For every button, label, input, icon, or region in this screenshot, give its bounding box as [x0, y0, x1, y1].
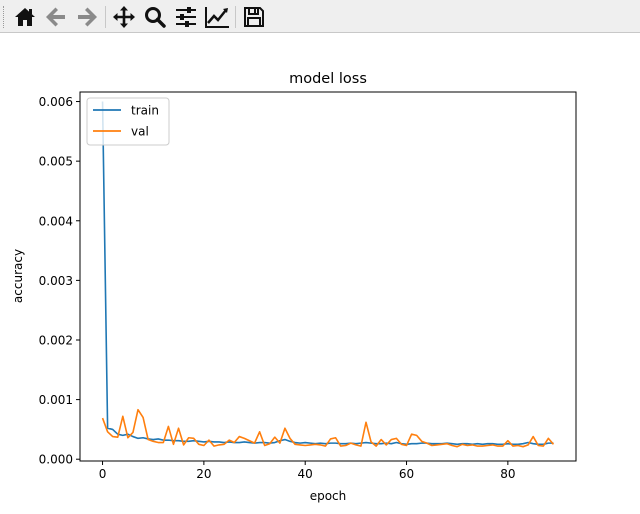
- y-tick-label: 0.001: [39, 393, 73, 407]
- back-icon: [46, 7, 65, 27]
- x-tick-label: 40: [298, 467, 313, 481]
- configure-subplots-button[interactable]: [172, 3, 200, 31]
- y-tick-label: 0.000: [39, 453, 73, 467]
- series-layer: [101, 101, 555, 448]
- zoom-button[interactable]: [141, 3, 169, 31]
- y-tick-label: 0.003: [39, 274, 73, 288]
- home-icon: [15, 8, 35, 26]
- legend: train val: [86, 97, 170, 146]
- x-axis-ticks: 0 20 40 60 80: [99, 461, 515, 481]
- home-button[interactable]: [11, 3, 39, 31]
- x-axis-label: epoch: [310, 489, 347, 503]
- zoom-icon: [145, 7, 166, 28]
- pan-button[interactable]: [110, 3, 138, 31]
- edit-axis-button[interactable]: [203, 3, 231, 31]
- save-icon: [244, 7, 264, 27]
- y-axis-ticks: 0.000 0.001 0.002 0.003 0.004 0.005 0.006: [39, 95, 80, 467]
- axes-frame: [79, 91, 577, 462]
- x-tick-label: 80: [500, 467, 515, 481]
- toolbar-separator: [235, 6, 236, 28]
- legend-label-train: train: [131, 104, 159, 118]
- series-line-val: [101, 408, 555, 448]
- y-tick-label: 0.004: [39, 214, 73, 228]
- legend-label-val: val: [131, 125, 149, 139]
- edit-axis-icon: [205, 7, 229, 28]
- x-tick-label: 20: [196, 467, 211, 481]
- y-tick-label: 0.002: [39, 333, 73, 347]
- chart-title: model loss: [289, 71, 367, 87]
- save-button[interactable]: [240, 3, 268, 31]
- configure-subplots-icon: [176, 7, 196, 27]
- x-tick-label: 0: [99, 467, 107, 481]
- back-button[interactable]: [42, 3, 70, 31]
- y-tick-label: 0.005: [39, 155, 73, 169]
- figure-canvas[interactable]: model loss 0 20 40 60 80 0.000 0.001 0.002 0.00…: [0, 34, 640, 514]
- toolbar-separator: [105, 6, 106, 28]
- navigation-toolbar: [0, 0, 640, 33]
- pan-icon: [113, 6, 135, 28]
- y-tick-label: 0.006: [39, 95, 73, 109]
- forward-icon: [78, 7, 97, 27]
- forward-button[interactable]: [73, 3, 101, 31]
- y-axis-label: accuracy: [11, 249, 25, 303]
- x-tick-label: 60: [399, 467, 414, 481]
- line-chart[interactable]: model loss 0 20 40 60 80 0.0000.0010.0020.00…: [0, 34, 640, 514]
- toolbar-grip[interactable]: [3, 6, 7, 28]
